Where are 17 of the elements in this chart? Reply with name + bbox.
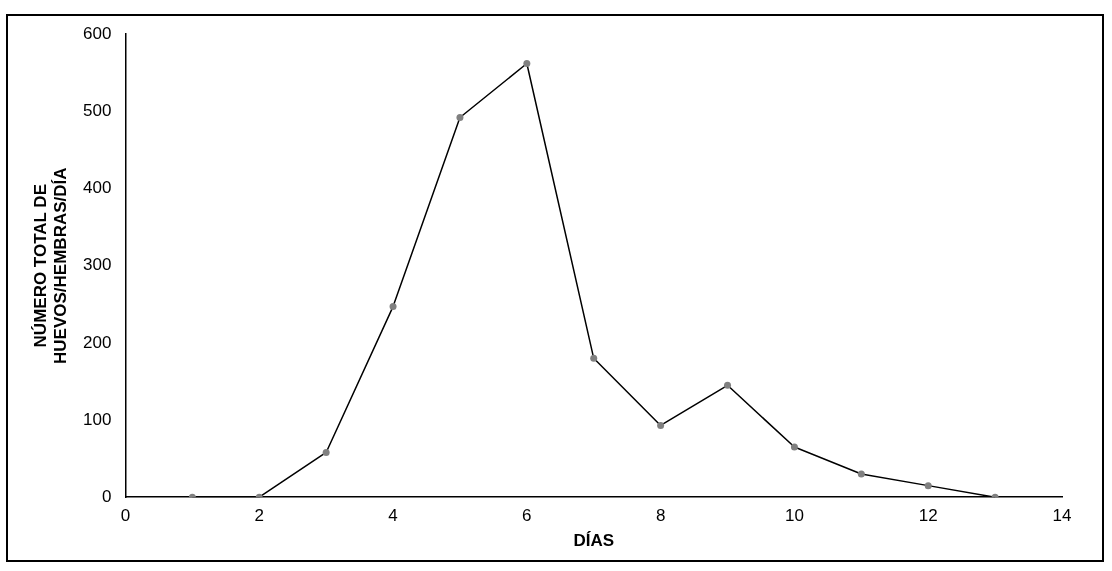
x-tick-label: 14 [1052,506,1072,526]
y-tick-label: 100 [83,409,112,429]
y-tick-label: 0 [102,486,112,506]
y-tick-label: 400 [83,178,112,198]
y-tick-label: 600 [83,23,112,43]
y-tick-label: 300 [83,255,112,275]
y-tick-label: 500 [83,101,112,121]
x-tick-label: 8 [655,506,666,526]
x-tick-label: 0 [120,506,131,526]
x-tick-label: 10 [784,506,804,526]
x-tick-label: 6 [522,506,532,526]
y-tick-label: 200 [83,332,112,352]
x-tick-label: 12 [918,506,938,526]
x-tick-label: 4 [388,506,398,526]
x-tick-label: 2 [254,506,264,526]
x-axis-title: DÍAS [573,531,615,551]
y-axis-title: NÚMERO TOTAL DE HUEVOS/HEMBRAS/DÍA [31,167,71,364]
